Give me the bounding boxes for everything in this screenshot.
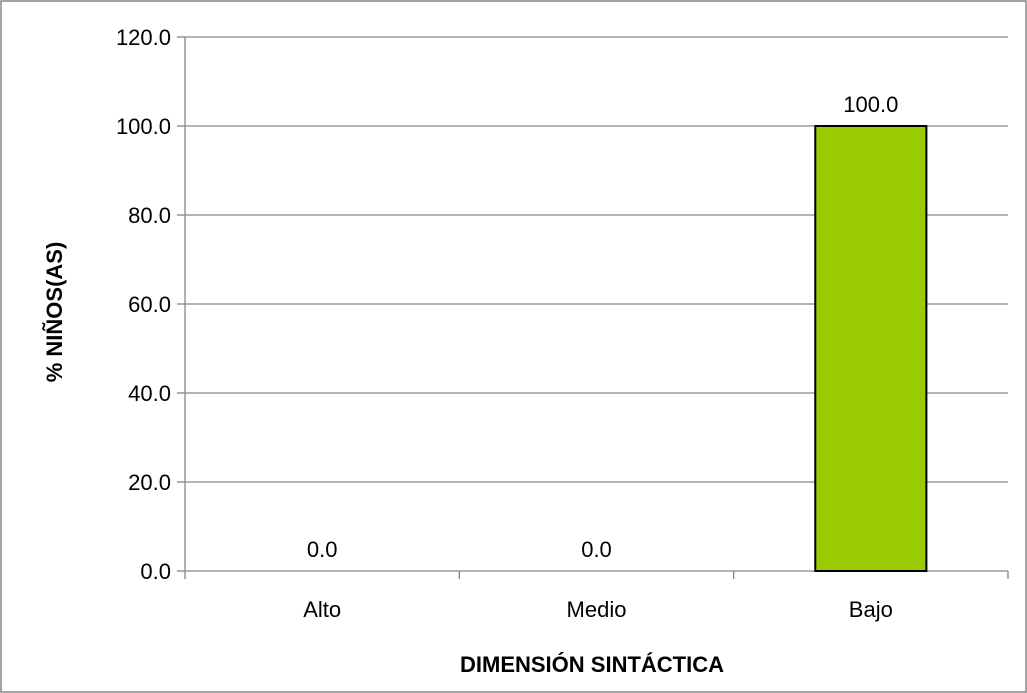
- x-category-label: Medio: [567, 597, 627, 622]
- y-axis-title: % NIÑOS(AS): [42, 242, 67, 383]
- y-tick-label: 60.0: [128, 292, 171, 317]
- data-label: 0.0: [307, 537, 338, 562]
- data-label: 0.0: [581, 537, 612, 562]
- x-category-label: Bajo: [849, 597, 893, 622]
- y-tick-label: 40.0: [128, 381, 171, 406]
- y-tick-label: 20.0: [128, 470, 171, 495]
- bar-bajo: [814, 125, 928, 572]
- y-tick-label: 120.0: [116, 25, 171, 50]
- x-category-label: Alto: [303, 597, 341, 622]
- y-tick-label: 0.0: [140, 559, 171, 584]
- y-tick-label: 100.0: [116, 114, 171, 139]
- data-label: 100.0: [843, 92, 898, 117]
- y-tick-label: 80.0: [128, 203, 171, 228]
- bars: [814, 125, 928, 572]
- x-axis-title: DIMENSIÓN SINTÁCTICA: [460, 652, 724, 677]
- labels: 0.0 20.0 40.0 60.0 80.0 100.0 120.0 0.0 Alto 0.0 M…: [116, 25, 898, 622]
